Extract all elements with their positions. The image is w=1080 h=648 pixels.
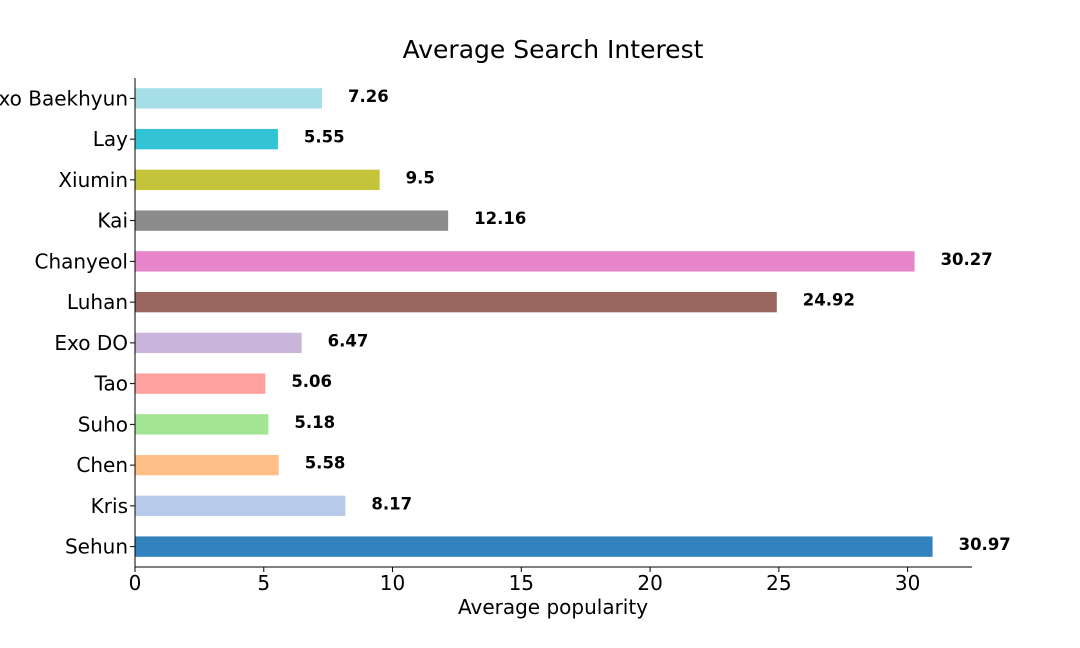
category-label: Exo DO xyxy=(54,331,128,355)
value-label: 5.06 xyxy=(291,372,332,391)
x-axis-ticks: 0 5 10 15 20 25 30 xyxy=(129,567,920,595)
value-labels: 30.97 8.17 5.58 5.18 5.06 6.47 24.92 30.27 12.16… xyxy=(291,87,1010,554)
bar-exo-baekhyun xyxy=(135,88,322,109)
category-label: Luhan xyxy=(67,290,128,314)
value-label: 9.5 xyxy=(406,168,435,187)
bar-lay xyxy=(135,128,278,150)
category-label: Exo Baekhyun xyxy=(0,86,128,110)
category-label: Chen xyxy=(76,453,128,477)
category-label: Xiumin xyxy=(58,168,128,192)
value-label: 7.26 xyxy=(348,87,389,106)
bar-tao xyxy=(135,373,266,394)
value-label: 12.16 xyxy=(474,209,526,228)
bar-sehun xyxy=(135,536,933,557)
bar-luhan xyxy=(135,291,777,313)
bars-group xyxy=(135,88,933,557)
x-tick-label: 10 xyxy=(380,571,405,595)
value-label: 6.47 xyxy=(328,331,369,350)
bar-chen xyxy=(135,454,279,476)
x-tick-label: 25 xyxy=(766,571,791,595)
category-label: Sehun xyxy=(65,535,128,559)
x-axis-label: Average popularity xyxy=(458,595,648,619)
category-label: Lay xyxy=(93,127,128,151)
category-label: Tao xyxy=(94,372,128,396)
value-label: 5.55 xyxy=(304,128,345,147)
value-label: 24.92 xyxy=(803,291,855,310)
bar-exo-do xyxy=(135,332,302,354)
x-tick-label: 0 xyxy=(129,571,142,595)
bar-kris xyxy=(135,495,346,517)
category-label: Kai xyxy=(97,209,128,233)
category-label: Suho xyxy=(78,412,128,436)
category-labels: Sehun Kris Chen Suho Tao Exo DO Luhan Chanyeol K… xyxy=(0,86,135,559)
x-tick-label: 20 xyxy=(637,571,662,595)
value-label: 30.27 xyxy=(941,250,993,269)
chart-title: Average Search Interest xyxy=(403,35,704,64)
x-tick-label: 5 xyxy=(257,571,270,595)
bar-chanyeol xyxy=(135,251,915,272)
value-label: 5.58 xyxy=(305,454,346,473)
x-tick-label: 30 xyxy=(895,571,920,595)
value-label: 5.18 xyxy=(294,413,335,432)
value-label: 8.17 xyxy=(371,494,412,513)
bar-xiumin xyxy=(135,169,380,191)
value-label: 30.97 xyxy=(959,535,1011,554)
bar-kai xyxy=(135,210,449,231)
bar-suho xyxy=(135,414,269,435)
category-label: Kris xyxy=(91,494,128,518)
category-label: Chanyeol xyxy=(34,249,128,273)
x-tick-label: 15 xyxy=(509,571,534,595)
